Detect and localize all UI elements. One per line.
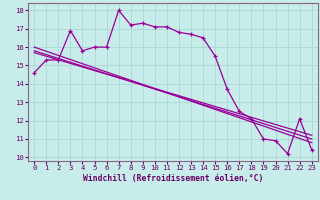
X-axis label: Windchill (Refroidissement éolien,°C): Windchill (Refroidissement éolien,°C) <box>83 174 263 183</box>
